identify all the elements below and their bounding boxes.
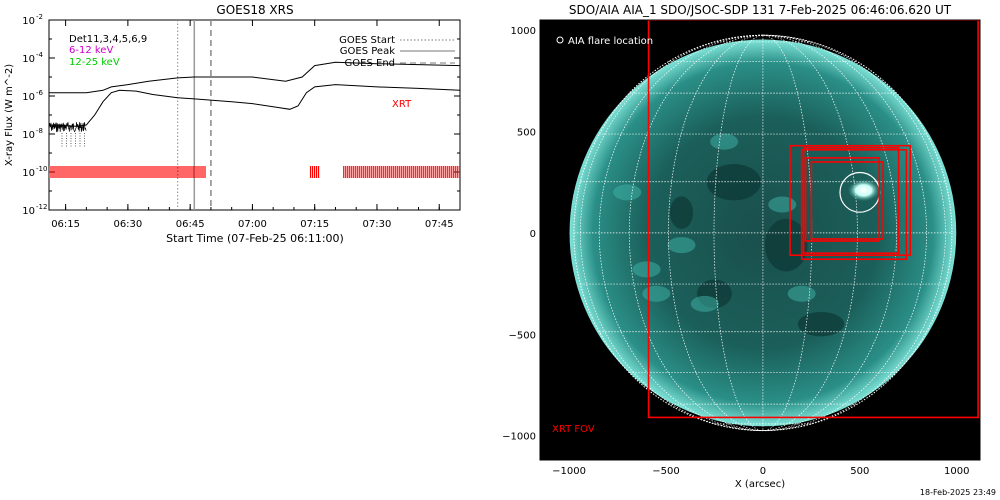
flare-legend-label: AIA flare location xyxy=(568,36,653,47)
grid-longitude-line xyxy=(762,34,946,431)
energy-legend-12-25kev: 12-25 keV xyxy=(69,57,120,68)
coronal-bright-region xyxy=(768,196,797,213)
xrt-coverage-bars xyxy=(49,166,460,178)
energy-legend-det: Det11,3,4,5,6,9 xyxy=(69,34,147,45)
coronal-dark-region xyxy=(669,196,694,229)
xrt-fov-box xyxy=(810,161,884,240)
goes-x-tick-label: 07:45 xyxy=(425,219,454,230)
aia-x-axis-label: X (arcsec) xyxy=(735,479,785,490)
goes-y-tick-label: 10 xyxy=(22,206,35,217)
legend-goes-end: GOES End xyxy=(345,58,395,69)
goes-y-tick-label: 10 xyxy=(22,54,35,65)
aia-y-tick-label: −500 xyxy=(509,330,536,341)
goes-y-tick-label: 10 xyxy=(22,130,35,141)
xrt-fov-box xyxy=(789,144,912,257)
grid-longitude-line xyxy=(762,34,858,431)
xrt-annotation: XRT xyxy=(392,99,412,110)
xrt-fov-box xyxy=(800,148,908,261)
goes-long-channel-line xyxy=(49,61,460,94)
coronal-bright-region xyxy=(787,285,816,302)
xrt-fov-label: XRT FOV xyxy=(552,424,595,435)
grid-longitude-line xyxy=(668,34,763,431)
goes-x-tick-label: 07:30 xyxy=(363,219,392,230)
goes-y-tick-exponent: -8 xyxy=(36,127,43,135)
grid-longitude-line xyxy=(580,34,763,431)
flare-legend-symbol xyxy=(556,36,564,44)
goes-x-axis: 06:15 06:30 06:45 07:00 07:15 07:30 07:45 xyxy=(51,20,454,230)
goes-x-tick-label: 06:45 xyxy=(176,219,205,230)
aia-x-tick-label: 0 xyxy=(760,466,766,477)
goes-y-tick-exponent: -12 xyxy=(36,203,47,211)
aia-plot-frame xyxy=(539,19,981,461)
grid-longitude-line xyxy=(629,34,763,431)
goes-x-tick-label: 07:15 xyxy=(300,219,329,230)
goes-y-tick-label: 10 xyxy=(22,168,35,179)
coronal-bright-region xyxy=(710,133,739,150)
coronal-dark-region xyxy=(706,163,761,201)
legend-goes-peak: GOES Peak xyxy=(340,46,395,57)
goes-series-group xyxy=(49,61,460,148)
grid-longitude-line xyxy=(762,34,813,431)
aia-panel: SDO/AIA AIA_1 SDO/JSOC-SDP 131 7-Feb-202… xyxy=(502,3,981,490)
aia-y-tick-label: 500 xyxy=(517,128,536,139)
coronal-dark-region xyxy=(797,311,845,337)
flare-brightening xyxy=(847,179,880,202)
xrt-fov-box xyxy=(804,157,881,242)
aia-y-tick-label: 0 xyxy=(530,229,536,240)
goes-x-axis-label: Start Time (07-Feb-25 06:11:00) xyxy=(166,232,344,245)
goes-event-markers xyxy=(177,20,212,210)
coronal-bright-region xyxy=(690,295,719,312)
goes-x-tick-label: 06:30 xyxy=(113,219,142,230)
aia-x-tick-label: −500 xyxy=(652,466,679,477)
goes-title: GOES18 XRS xyxy=(216,3,293,17)
footer-timestamp: 18-Feb-2025 23:49 xyxy=(920,488,996,497)
goes-x-tick-label: 07:00 xyxy=(238,219,267,230)
goes-y-tick-exponent: -2 xyxy=(36,13,43,21)
marker-legend: GOES Start GOES Peak GOES End xyxy=(339,35,455,69)
coronal-bright-region xyxy=(642,285,671,302)
heliographic-grid xyxy=(573,34,953,432)
goes-short-channel-noise xyxy=(49,121,87,133)
aia-y-tick-label: 1000 xyxy=(511,26,536,37)
goes-y-axis-label: X-ray Flux (W m^-2) xyxy=(4,64,15,166)
aia-x-tick-label: 500 xyxy=(850,466,869,477)
grid-longitude-line xyxy=(713,34,763,431)
goes-y-tick-label: 10 xyxy=(22,16,35,27)
grid-longitude-line xyxy=(762,34,897,431)
aia-x-tick-label: 1000 xyxy=(944,466,969,477)
aia-x-axis: −1000 −500 0 500 1000 xyxy=(552,454,969,477)
xrt-fov-boxes xyxy=(789,144,912,261)
xrt-fov-box xyxy=(802,146,900,254)
solar-limb-grid xyxy=(573,34,953,432)
energy-legend-6-12kev: 6-12 keV xyxy=(69,45,113,56)
legend-goes-start: GOES Start xyxy=(339,35,395,46)
aia-x-tick-label: −1000 xyxy=(552,466,586,477)
coronal-bright-region xyxy=(667,237,696,254)
goes-short-channel-line xyxy=(49,84,460,127)
energy-legend: Det11,3,4,5,6,9 6-12 keV 12-25 keV xyxy=(69,34,147,68)
aia-y-axis: −1000 −500 0 500 1000 xyxy=(502,26,546,443)
coronal-bright-region xyxy=(613,184,642,201)
xrt-fov-large-box xyxy=(647,20,979,419)
coronal-bright-region xyxy=(632,261,661,278)
goes-x-tick-label: 06:15 xyxy=(51,219,80,230)
aia-title: SDO/AIA AIA_1 SDO/JSOC-SDP 131 7-Feb-202… xyxy=(569,3,952,17)
aia-legend: AIA flare location xyxy=(556,36,653,47)
solar-disk xyxy=(569,39,957,427)
coronal-dark-region xyxy=(764,218,808,272)
goes-y-tick-label: 10 xyxy=(22,92,35,103)
goes-y-tick-exponent: -6 xyxy=(36,89,44,97)
aia-y-tick-label: −1000 xyxy=(502,432,536,443)
goes-y-tick-exponent: -10 xyxy=(36,165,47,173)
goes-y-tick-exponent: -4 xyxy=(36,51,44,59)
